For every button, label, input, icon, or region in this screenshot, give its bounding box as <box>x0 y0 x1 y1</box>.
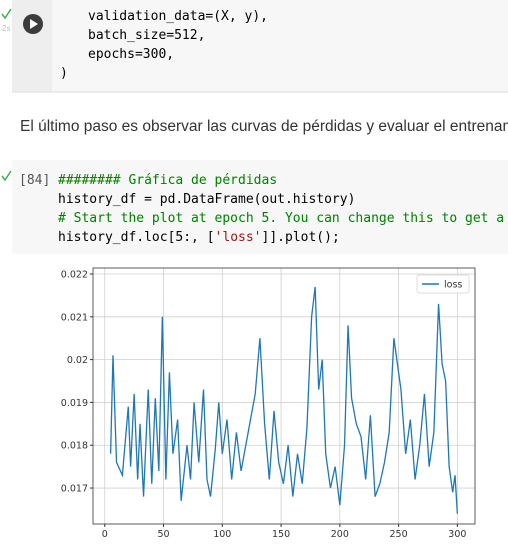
code-line: batch_size=512, <box>88 28 205 43</box>
code-line: ) <box>60 66 68 81</box>
x-tick-label: 200 <box>331 529 349 540</box>
code-token: history_df = pd.DataFrame(out.history) <box>58 192 355 207</box>
run-icon <box>30 19 38 29</box>
y-tick-label: 0.017 <box>61 484 88 495</box>
chart: 0.017 0.018 0.019 0.02 0.021 0.022 0 50 100 150 20… <box>61 267 476 540</box>
legend-label: loss <box>444 280 462 291</box>
axes-frame <box>92 267 476 525</box>
code-cell <box>12 0 508 92</box>
x-tick-label: 0 <box>102 529 108 540</box>
code-token: ######## Gráfica de pérdidas <box>58 173 277 188</box>
check-icon <box>1 8 12 20</box>
code-line: ######## Gráfica de pérdidas <box>58 173 277 188</box>
x-tick-label: 300 <box>448 529 466 540</box>
cell-gutter <box>12 0 52 92</box>
code-token: ]].plot(); <box>262 230 340 245</box>
code-line: history_df.loc[5:, ['loss']].plot(); <box>58 230 340 245</box>
x-tick-label: 150 <box>272 529 290 540</box>
code: validation_data=(X, y), batch_size=512,ep… <box>60 9 268 81</box>
code-line: validation_data=(X, y), <box>88 9 268 24</box>
plot-area <box>93 268 475 524</box>
code-token: 'loss' <box>215 230 262 245</box>
code-token: # Start the plot at epoch 5. You can cha… <box>58 211 508 226</box>
y-tick-label: 0.019 <box>61 398 88 409</box>
code-line: epochs=300, <box>88 47 174 62</box>
code-line: # Start the plot at epoch 5. You can cha… <box>58 211 508 226</box>
x-tick-label: 100 <box>213 529 231 540</box>
code-line: history_df = pd.DataFrame(out.history) <box>58 192 355 207</box>
y-tick-label: 0.02 <box>67 355 88 366</box>
check-icon <box>1 170 12 182</box>
code: ######## Gráfica de pérdidas history_df =… <box>58 173 508 245</box>
exec-count: [84] <box>19 173 50 188</box>
run-time: 2s <box>2 24 10 33</box>
x-tick-label: 50 <box>157 529 169 540</box>
y-tick-label: 0.021 <box>61 312 88 323</box>
markdown-text: El último paso es observar las curvas de… <box>20 118 508 135</box>
code-token: history_df.loc[5:, [ <box>58 230 215 245</box>
y-tick-label: 0.022 <box>61 269 88 280</box>
line-series <box>109 286 459 514</box>
legend-box <box>416 274 470 294</box>
code-cell <box>12 160 508 254</box>
x-tick-label: 250 <box>390 529 408 540</box>
y-tick-label: 0.018 <box>61 441 88 452</box>
